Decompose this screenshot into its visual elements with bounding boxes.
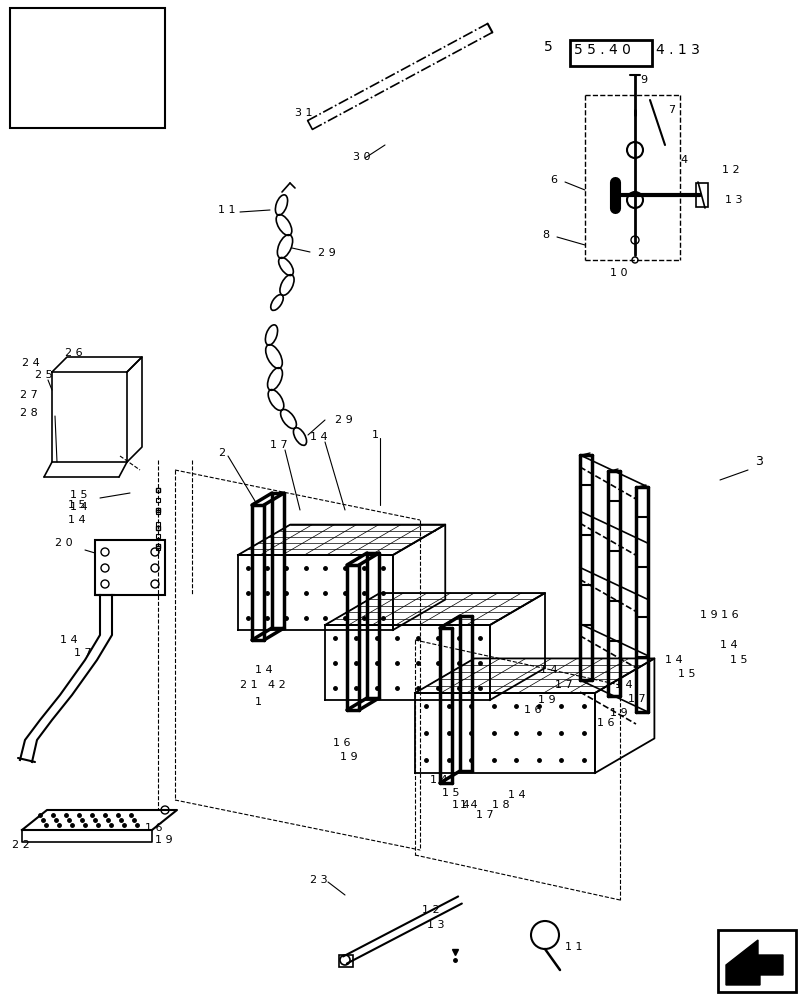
Text: 1 2: 1 2 bbox=[721, 165, 739, 175]
Text: 3 0: 3 0 bbox=[353, 152, 370, 162]
Text: 1 3: 1 3 bbox=[724, 195, 741, 205]
Text: 2 5: 2 5 bbox=[35, 370, 53, 380]
Text: 9: 9 bbox=[639, 75, 646, 85]
Text: 4 . 1 3: 4 . 1 3 bbox=[655, 43, 699, 57]
Text: 1 3: 1 3 bbox=[427, 920, 444, 930]
Text: 1 6: 1 6 bbox=[333, 738, 350, 748]
Text: 3 1: 3 1 bbox=[294, 108, 312, 118]
Text: 1 9: 1 9 bbox=[340, 752, 357, 762]
Text: 1 4: 1 4 bbox=[70, 502, 88, 512]
Text: 1 4: 1 4 bbox=[452, 800, 469, 810]
Text: 2 9: 2 9 bbox=[318, 248, 335, 258]
Text: 2 2: 2 2 bbox=[12, 840, 30, 850]
Text: 2 8: 2 8 bbox=[20, 408, 37, 418]
Text: 1 4: 1 4 bbox=[664, 655, 682, 665]
Text: 5: 5 bbox=[543, 40, 552, 54]
Text: 1 4: 1 4 bbox=[255, 665, 272, 675]
Bar bbox=[10, 8, 165, 128]
Text: 1 7: 1 7 bbox=[74, 648, 92, 658]
Text: 2 0: 2 0 bbox=[55, 538, 72, 548]
Text: 1 9: 1 9 bbox=[155, 835, 173, 845]
Text: 2 7: 2 7 bbox=[20, 390, 37, 400]
Text: 6: 6 bbox=[549, 175, 556, 185]
Text: 1 9: 1 9 bbox=[538, 695, 555, 705]
Text: 1 9: 1 9 bbox=[609, 708, 627, 718]
Text: 1 5: 1 5 bbox=[441, 788, 459, 798]
Text: 1 5: 1 5 bbox=[677, 669, 695, 679]
Text: 1 2: 1 2 bbox=[422, 905, 439, 915]
Text: 1 1: 1 1 bbox=[564, 942, 581, 952]
Text: 1 7: 1 7 bbox=[475, 810, 493, 820]
Text: 1 6: 1 6 bbox=[145, 823, 162, 833]
Text: 4: 4 bbox=[679, 155, 686, 165]
Text: 1: 1 bbox=[255, 697, 262, 707]
Text: 1 4: 1 4 bbox=[719, 640, 736, 650]
Text: 1 4: 1 4 bbox=[539, 665, 557, 675]
Text: 2 4: 2 4 bbox=[22, 358, 40, 368]
Text: 1 9 1 6: 1 9 1 6 bbox=[699, 610, 738, 620]
Text: 1 0: 1 0 bbox=[609, 268, 627, 278]
Text: 4 2: 4 2 bbox=[268, 680, 285, 690]
Text: 2 6: 2 6 bbox=[65, 348, 83, 358]
Polygon shape bbox=[725, 940, 782, 985]
Bar bbox=[717, 930, 795, 992]
Text: 8: 8 bbox=[541, 230, 548, 240]
Text: 1 4: 1 4 bbox=[310, 432, 327, 442]
Text: 1 7: 1 7 bbox=[554, 680, 572, 690]
Text: 1 6: 1 6 bbox=[523, 705, 541, 715]
Text: 1 5: 1 5 bbox=[729, 655, 747, 665]
Text: 1 5: 1 5 bbox=[68, 500, 85, 510]
Text: 1 4: 1 4 bbox=[614, 680, 632, 690]
Text: 2 1: 2 1 bbox=[240, 680, 257, 690]
Text: 1 4: 1 4 bbox=[508, 790, 525, 800]
Text: 1 7: 1 7 bbox=[270, 440, 287, 450]
Text: 1 4: 1 4 bbox=[430, 775, 447, 785]
Text: 7: 7 bbox=[667, 105, 674, 115]
Bar bbox=[695, 183, 707, 207]
Text: 1 5: 1 5 bbox=[70, 490, 88, 500]
Text: 1 1: 1 1 bbox=[217, 205, 235, 215]
Text: 3: 3 bbox=[754, 455, 762, 468]
Bar bbox=[338, 955, 353, 967]
Text: 1 8: 1 8 bbox=[491, 800, 509, 810]
Text: 1 4: 1 4 bbox=[460, 800, 477, 810]
Text: 2: 2 bbox=[217, 448, 225, 458]
Text: 1 4: 1 4 bbox=[68, 515, 85, 525]
Text: 2 9: 2 9 bbox=[335, 415, 352, 425]
Text: 5 5 . 4 0: 5 5 . 4 0 bbox=[573, 43, 630, 57]
Text: 2 3: 2 3 bbox=[310, 875, 327, 885]
Text: 1: 1 bbox=[371, 430, 379, 440]
Bar bbox=[95, 540, 165, 595]
Text: 1 7: 1 7 bbox=[627, 694, 645, 704]
Text: 1 6: 1 6 bbox=[596, 718, 614, 728]
Bar bbox=[569, 40, 651, 66]
Text: 1 4: 1 4 bbox=[60, 635, 78, 645]
